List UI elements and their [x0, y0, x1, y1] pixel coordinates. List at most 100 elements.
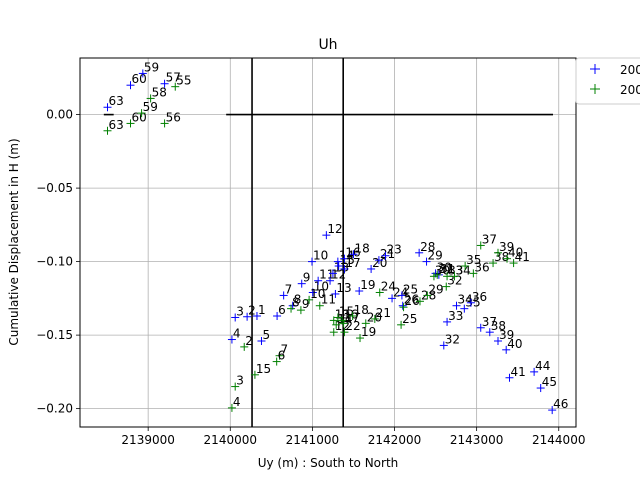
data-point-series-1	[443, 317, 452, 326]
data-point-series-1	[160, 79, 169, 88]
data-point-series-1	[466, 298, 475, 307]
x-axis-ticks: 2139000 2140000 2141000 2142000 2143000 21440…	[121, 427, 585, 447]
legend-box	[575, 57, 640, 105]
data-point-series-1	[536, 384, 545, 393]
point-label: 10	[310, 287, 325, 301]
x-tick-label: 2139000	[121, 433, 174, 447]
reference-lines	[103, 58, 554, 427]
point-label: 40	[507, 337, 522, 351]
point-label: 41	[515, 250, 530, 264]
data-point-series-2	[339, 319, 348, 328]
point-label: 37	[482, 232, 497, 246]
data-point-series-1	[231, 313, 240, 322]
data-point-series-1	[273, 312, 282, 321]
data-point-series-2	[461, 262, 470, 271]
point-label: 17	[345, 256, 360, 270]
data-point-series-2	[348, 312, 357, 321]
point-label: 1	[258, 303, 266, 317]
point-label: 12	[335, 319, 350, 333]
data-point-series-1	[331, 289, 340, 298]
data-point-series-1	[334, 262, 343, 271]
point-label: 25	[402, 312, 417, 326]
point-label: 6	[278, 349, 286, 363]
data-point-series-2	[509, 259, 518, 268]
data-point-series-2	[329, 316, 338, 325]
point-label: 55	[176, 74, 191, 88]
point-label: 7	[285, 282, 293, 296]
point-label: 57	[166, 71, 181, 85]
point-label: 35	[466, 253, 481, 267]
data-point-series-2	[329, 328, 338, 337]
point-label: 36	[472, 290, 487, 304]
data-point-series-1	[322, 231, 331, 240]
data-points: 6360595743215678910101112121313141516171…	[103, 60, 568, 415]
data-point-series-2	[160, 119, 169, 128]
data-point-series-2	[423, 291, 432, 300]
point-label: 24	[381, 279, 396, 293]
data-point-series-2	[146, 94, 155, 103]
point-label: 4	[233, 327, 241, 341]
point-label: 22	[345, 319, 360, 333]
data-point-series-1	[476, 323, 485, 332]
data-point-series-1	[257, 336, 266, 345]
data-point-series-2	[126, 119, 135, 128]
point-label: 20	[372, 256, 387, 270]
data-point-series-2	[240, 342, 249, 351]
point-label: 7	[281, 343, 289, 357]
data-point-series-1	[355, 287, 364, 296]
point-label: 63	[109, 118, 124, 132]
data-point-series-2	[137, 109, 146, 118]
data-point-series-2	[450, 272, 459, 281]
data-point-series-1	[328, 269, 337, 278]
point-label: 39	[499, 328, 514, 342]
point-label: 38	[491, 319, 506, 333]
point-label: 23	[386, 243, 401, 257]
point-label: 36	[474, 260, 489, 274]
point-label: 34	[455, 263, 470, 277]
axes-frame	[79, 57, 577, 428]
data-point-series-2	[503, 254, 512, 263]
data-point-series-2	[227, 403, 236, 412]
point-label: 6	[278, 303, 286, 317]
point-label: 14	[337, 312, 352, 326]
point-label: 63	[109, 94, 124, 108]
data-point-series-2	[493, 248, 502, 257]
data-point-series-2	[305, 295, 314, 304]
data-point-series-1	[422, 257, 431, 266]
x-axis-label: Uy (m) : South to North	[258, 456, 399, 470]
point-label: 32	[447, 274, 462, 288]
y-tick-label: −0.05	[36, 181, 73, 195]
point-label: 9	[302, 297, 310, 311]
legend: 200 200	[575, 57, 640, 105]
data-point-series-2	[415, 297, 424, 306]
data-point-series-1	[297, 279, 306, 288]
data-point-series-1	[340, 264, 349, 273]
data-point-series-2	[340, 328, 349, 337]
point-label: 30	[437, 260, 452, 274]
data-point-series-1	[388, 294, 397, 303]
data-point-series-2	[361, 319, 370, 328]
data-point-series-1	[530, 367, 539, 376]
data-point-series-2	[315, 301, 324, 310]
legend-marker-green	[590, 84, 600, 94]
point-label: 12	[327, 222, 342, 236]
point-label: 9	[303, 271, 311, 285]
y-tick-label: −0.10	[36, 255, 73, 269]
point-label: 2	[245, 334, 253, 348]
data-point-series-2	[442, 282, 451, 291]
data-point-series-2	[399, 303, 408, 312]
data-point-series-1	[333, 257, 342, 266]
data-point-series-1	[505, 373, 514, 382]
data-point-series-1	[374, 256, 383, 265]
point-label: 26	[405, 294, 420, 308]
point-label: 19	[360, 278, 375, 292]
data-point-series-1	[227, 335, 236, 344]
point-label: 21	[380, 247, 395, 261]
point-label: 18	[354, 303, 369, 317]
point-label: 40	[508, 246, 523, 260]
data-point-series-2	[370, 314, 379, 323]
point-label: 31	[440, 262, 455, 276]
data-point-series-1	[326, 276, 335, 285]
point-label: 11	[321, 293, 336, 307]
x-tick-label: 2144000	[532, 433, 585, 447]
